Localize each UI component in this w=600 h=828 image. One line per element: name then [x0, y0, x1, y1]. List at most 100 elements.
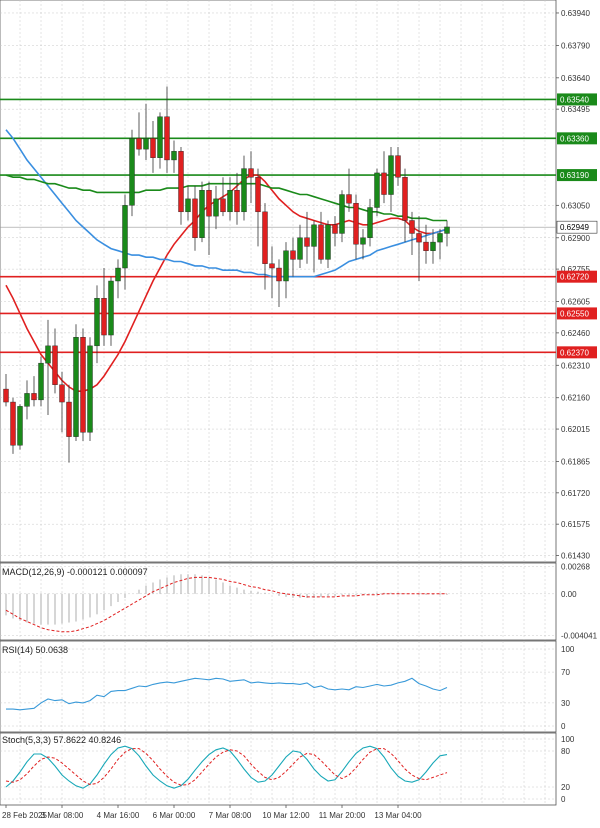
moving-average-line [5, 129, 448, 278]
level-badge [557, 169, 597, 182]
price-tick-label: 0.61430 [561, 552, 590, 561]
price-axis: 0.63940 0.63790 0.63640 0.63495 0.63050 0.629… [556, 9, 598, 804]
candle-body [367, 207, 373, 238]
time-tick-label: 7 Mar 08:00 [209, 811, 252, 820]
stoch-tick-label: 100 [561, 735, 575, 744]
candle-body [402, 177, 408, 221]
candle-body [199, 190, 205, 238]
moving-average-line [5, 174, 448, 392]
rsi-title: RSI(14) 50.0638 [2, 645, 68, 655]
candle-body [87, 345, 93, 433]
time-tick-label: 6 Mar 00:00 [153, 811, 196, 820]
candle-body [360, 237, 366, 245]
candle-body [269, 263, 275, 269]
candle-body [290, 250, 296, 260]
candle-body [318, 224, 324, 260]
candle-body [101, 298, 107, 336]
candle-body [220, 198, 226, 213]
candle-body [416, 233, 422, 243]
candle-body [150, 138, 156, 158]
candle-body [255, 177, 261, 213]
stoch-d-line [5, 748, 448, 786]
candle-body [129, 138, 135, 206]
level-label: 0.62720 [560, 273, 589, 282]
candle-body [157, 116, 163, 158]
time-tick-label: 28 Feb 2025 [2, 811, 47, 820]
current-price-label: 0.62949 [560, 223, 589, 232]
price-tick-label: 0.63940 [561, 9, 590, 18]
price-tick-label: 0.62460 [561, 329, 590, 338]
candle-body [444, 226, 450, 234]
candle-body [395, 155, 401, 178]
level-badge [557, 346, 597, 359]
candle-body [297, 237, 303, 260]
candlesticks [3, 86, 450, 463]
price-tick-label: 0.63495 [561, 105, 590, 114]
price-tick-label: 0.63050 [561, 201, 590, 210]
current-price-badge [556, 220, 598, 234]
candle-body [346, 194, 352, 204]
panel-frame-macd [0, 562, 557, 641]
level-badge [557, 93, 597, 106]
price-tick-label: 0.62900 [561, 234, 590, 243]
candle-body [388, 155, 394, 195]
level-badge [557, 132, 597, 145]
price-tick-label: 0.63790 [561, 41, 590, 50]
candle-body [3, 388, 9, 403]
time-tick-label: 10 Mar 12:00 [262, 811, 310, 820]
price-tick-label: 0.61575 [561, 520, 590, 529]
candle-body [304, 237, 310, 247]
rsi-tick-label: 0 [561, 722, 566, 731]
rsi-tick-label: 30 [561, 699, 570, 708]
candle-body [52, 345, 58, 385]
stoch-tick-label: 20 [561, 783, 570, 792]
candle-body [248, 168, 254, 178]
candle-body [94, 298, 100, 347]
price-tick-label: 0.61865 [561, 457, 590, 466]
candle-body [213, 198, 219, 217]
price-tick-label: 0.63640 [561, 74, 590, 83]
time-tick-label: 11 Mar 20:00 [319, 811, 366, 820]
candle-body [423, 241, 429, 251]
candle-body [31, 393, 37, 401]
candle-body [17, 406, 23, 446]
level-label: 0.63360 [560, 134, 589, 143]
level-badge [557, 270, 597, 283]
candle-body [381, 172, 387, 195]
candle-body [10, 401, 16, 446]
macd-tick-label: 0.00 [561, 590, 577, 599]
candle-body [353, 202, 359, 245]
candle-body [437, 233, 443, 243]
price-tick-label: 0.62015 [561, 425, 590, 434]
price-tick-label: 0.62160 [561, 394, 590, 403]
candle-body [24, 393, 30, 407]
macd-panel [5, 574, 448, 633]
price-tick-label: 0.62755 [561, 265, 590, 274]
price-tick-label: 0.62310 [561, 361, 590, 370]
candle-body [192, 198, 198, 238]
stoch-title: Stoch(5,3,3) 57.8622 40.8246 [2, 735, 121, 745]
candle-body [311, 224, 317, 247]
macd-tick-label: 0.00268 [561, 562, 590, 571]
level-label: 0.62370 [560, 348, 589, 357]
macd-signal-line [5, 576, 447, 633]
candle-body [206, 190, 212, 217]
candle-body [185, 198, 191, 213]
price-tick-label: 0.61720 [561, 489, 590, 498]
candle-body [45, 345, 51, 364]
candle-body [276, 267, 282, 282]
price-tick-label: 0.62605 [561, 298, 590, 307]
candle-body [409, 220, 415, 234]
panel-frame-rsi [0, 640, 557, 733]
panel-frames [0, 0, 557, 806]
stoch-k-line [5, 745, 448, 789]
candle-body [164, 116, 170, 161]
stoch-tick-label: 80 [561, 747, 570, 756]
level-label: 0.63190 [560, 171, 589, 180]
candle-body [38, 362, 44, 401]
macd-tick-label: -0.004041 [561, 631, 598, 640]
candle-body [73, 337, 79, 437]
